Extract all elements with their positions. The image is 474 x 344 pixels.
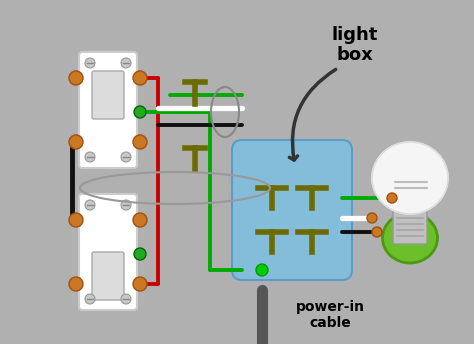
- Circle shape: [121, 200, 131, 210]
- Polygon shape: [372, 142, 448, 214]
- Circle shape: [85, 152, 95, 162]
- Text: light
box: light box: [332, 25, 378, 64]
- Circle shape: [85, 294, 95, 304]
- FancyBboxPatch shape: [79, 194, 137, 310]
- Circle shape: [372, 227, 382, 237]
- Circle shape: [256, 264, 268, 276]
- Circle shape: [69, 135, 83, 149]
- Circle shape: [85, 58, 95, 68]
- Circle shape: [121, 152, 131, 162]
- Circle shape: [367, 213, 377, 223]
- Ellipse shape: [383, 213, 438, 263]
- Circle shape: [133, 71, 147, 85]
- Circle shape: [69, 277, 83, 291]
- Circle shape: [121, 294, 131, 304]
- FancyBboxPatch shape: [79, 52, 137, 168]
- Circle shape: [134, 248, 146, 260]
- Circle shape: [134, 106, 146, 118]
- Circle shape: [121, 58, 131, 68]
- Circle shape: [85, 200, 95, 210]
- FancyBboxPatch shape: [92, 252, 124, 300]
- Text: power-in
cable: power-in cable: [295, 300, 365, 330]
- Circle shape: [133, 213, 147, 227]
- Circle shape: [387, 193, 397, 203]
- FancyBboxPatch shape: [393, 210, 427, 244]
- Circle shape: [133, 135, 147, 149]
- Circle shape: [133, 277, 147, 291]
- Circle shape: [69, 213, 83, 227]
- FancyBboxPatch shape: [232, 140, 352, 280]
- FancyBboxPatch shape: [92, 71, 124, 119]
- Circle shape: [69, 71, 83, 85]
